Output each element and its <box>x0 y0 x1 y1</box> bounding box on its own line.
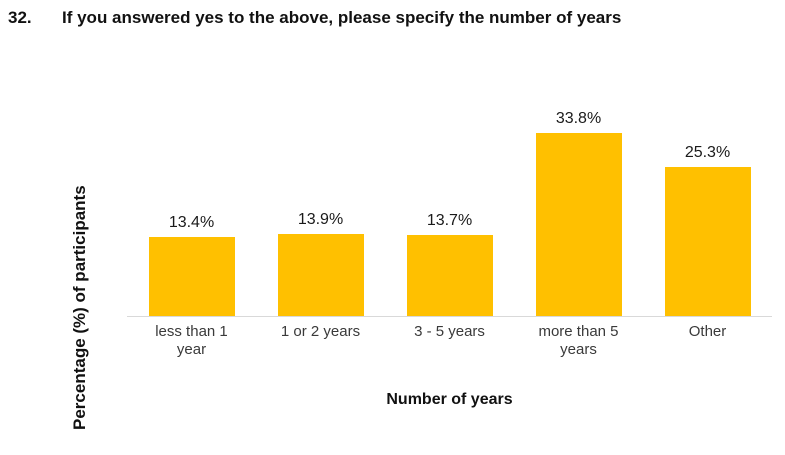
category-label: more than 5 years <box>538 323 619 358</box>
question-title: If you answered yes to the above, please… <box>62 8 622 27</box>
data-label: 33.8% <box>555 110 602 127</box>
bar <box>277 234 364 316</box>
bar <box>664 167 751 316</box>
data-label: 25.3% <box>684 144 731 161</box>
bar-column: 33.8% <box>514 110 643 316</box>
bar-column: 13.7% <box>385 110 514 316</box>
x-axis-title: Number of years <box>386 391 513 408</box>
data-label: 13.9% <box>297 211 344 228</box>
data-label: 13.4% <box>168 214 215 231</box>
bar <box>148 237 235 316</box>
data-label: 13.7% <box>426 212 473 229</box>
bar-column: 13.4% <box>127 110 256 316</box>
category-label: Other <box>688 323 727 340</box>
question-header: 32. If you answered yes to the above, pl… <box>8 7 768 28</box>
bar-column: 25.3% <box>643 110 772 316</box>
bar-chart: Percentage (%) of participants 13.4% 13.9… <box>0 80 785 455</box>
category-axis: less than 1 year 1 or 2 years 3 - 5 years m… <box>127 323 772 359</box>
bar-column: 13.9% <box>256 110 385 316</box>
category-label: 3 - 5 years <box>414 323 485 340</box>
category-label: less than 1 year <box>155 323 228 358</box>
plot-area: 13.4% 13.9% 13.7% 33.8% 25.3% <box>127 110 772 317</box>
bar <box>535 133 622 316</box>
bar <box>406 235 493 316</box>
y-axis-title: Percentage (%) of participants <box>70 185 89 431</box>
question-number: 32. <box>8 8 32 27</box>
category-label: 1 or 2 years <box>280 323 361 340</box>
